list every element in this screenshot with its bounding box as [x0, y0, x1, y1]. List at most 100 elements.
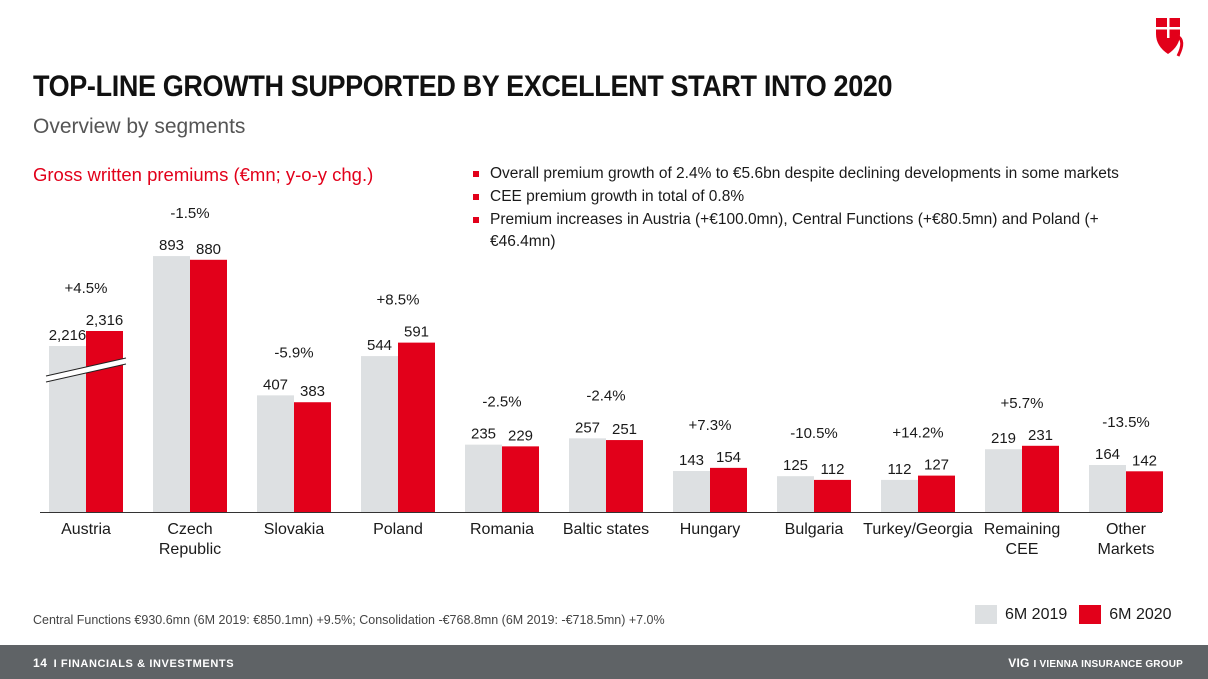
chart-legend: 6M 2019 6M 2020 — [975, 605, 1184, 624]
page-subtitle: Overview by segments — [33, 115, 246, 138]
bar-6m-2019 — [985, 449, 1022, 512]
bar-6m-2020 — [86, 331, 123, 512]
category-label: Austria — [61, 521, 111, 538]
bullet-square-icon — [473, 217, 479, 223]
category-label: Bulgaria — [785, 521, 844, 538]
bar-6m-2020 — [710, 467, 747, 512]
data-label-6m-2020: 127 — [924, 457, 949, 474]
category-label: Slovakia — [264, 521, 325, 538]
footer-section: 14 I FINANCIALS & INVESTMENTS — [33, 656, 234, 670]
legend-item-2019: 6M 2019 — [975, 605, 1067, 624]
legend-swatch-2020 — [1079, 605, 1102, 624]
bar-6m-2020 — [1126, 471, 1163, 512]
page-title: TOP-LINE GROWTH SUPPORTED BY EXCELLENT S… — [33, 70, 893, 103]
category-label: Other — [1106, 521, 1147, 538]
data-label-6m-2019: 2,216 — [49, 327, 87, 344]
data-label-6m-2019: 143 — [679, 452, 704, 469]
bar-6m-2019 — [153, 256, 190, 512]
bar-6m-2020 — [294, 402, 331, 512]
bar-6m-2020 — [190, 259, 227, 512]
bar-6m-2020 — [814, 479, 851, 512]
data-label-6m-2020: 251 — [612, 421, 637, 438]
category-label: Poland — [373, 521, 423, 538]
data-label-6m-2020: 591 — [404, 324, 429, 341]
bar-6m-2020 — [606, 440, 643, 512]
category-label: Republic — [159, 541, 221, 558]
data-label-6m-2019: 112 — [888, 461, 912, 478]
yoy-change-label: -1.5% — [170, 205, 209, 222]
yoy-change-label: +8.5% — [377, 292, 420, 309]
data-label-6m-2019: 407 — [263, 376, 288, 393]
footer-separator: I — [53, 658, 58, 670]
yoy-change-label: +7.3% — [689, 417, 732, 434]
bar-6m-2019 — [1089, 464, 1126, 512]
bar-6m-2019 — [777, 476, 814, 512]
brand-full: VIENNA INSURANCE GROUP — [1039, 659, 1183, 670]
data-label-6m-2020: 2,316 — [86, 312, 124, 329]
vig-shield-logo-icon — [1156, 18, 1184, 57]
yoy-change-label: -2.4% — [586, 387, 625, 404]
category-label: Remaining — [984, 521, 1060, 538]
bullet-square-icon — [473, 194, 479, 200]
bullet-text: Premium increases in Austria (+€100.0mn)… — [490, 211, 1099, 250]
axis-break-line — [45, 363, 127, 383]
data-label-6m-2019: 257 — [575, 419, 600, 436]
data-label-6m-2020: 142 — [1132, 452, 1157, 469]
bar-6m-2019 — [361, 356, 398, 512]
bar-6m-2020 — [502, 446, 539, 512]
brand-short: VIG — [1008, 656, 1030, 670]
category-label: CEE — [1006, 541, 1039, 558]
bar-6m-2019 — [673, 471, 710, 512]
bullet-text: CEE premium growth in total of 0.8% — [490, 188, 745, 205]
data-label-6m-2019: 893 — [159, 237, 184, 254]
bullet-square-icon — [473, 171, 479, 177]
footer-bar: 14 I FINANCIALS & INVESTMENTS VIG I VIENNA… — [0, 645, 1208, 679]
data-label-6m-2020: 231 — [1028, 427, 1053, 444]
yoy-change-label: +14.2% — [892, 425, 943, 442]
legend-label-2020: 6M 2020 — [1109, 605, 1172, 623]
category-label: Turkey/Georgia — [863, 521, 973, 538]
legend-label-2019: 6M 2019 — [1005, 605, 1068, 623]
bullet-item: CEE premium growth in total of 0.8% — [472, 186, 1122, 208]
data-label-6m-2020: 229 — [508, 427, 533, 444]
bullet-item: Overall premium growth of 2.4% to €5.6bn… — [472, 163, 1122, 185]
bar-6m-2019 — [465, 444, 502, 512]
bullet-text: Overall premium growth of 2.4% to €5.6bn… — [490, 165, 1119, 182]
bar-6m-2020 — [1022, 445, 1059, 512]
summary-bullets: Overall premium growth of 2.4% to €5.6bn… — [472, 163, 1122, 254]
bar-6m-2019 — [881, 479, 918, 512]
category-label: Czech — [167, 521, 212, 538]
data-label-6m-2019: 544 — [367, 337, 392, 354]
yoy-change-label: +4.5% — [65, 280, 108, 297]
yoy-change-label: -5.9% — [274, 344, 313, 361]
data-label-6m-2019: 125 — [783, 457, 808, 474]
data-label-6m-2019: 164 — [1095, 446, 1120, 463]
axis-break-gap — [46, 358, 126, 382]
data-label-6m-2020: 880 — [196, 241, 221, 258]
data-label-6m-2019: 219 — [991, 430, 1016, 447]
page-number: 14 — [33, 656, 48, 670]
legend-item-2020: 6M 2020 — [1079, 605, 1172, 624]
data-label-6m-2019: 235 — [471, 426, 496, 443]
bullet-item: Premium increases in Austria (+€100.0mn)… — [472, 209, 1122, 253]
bar-6m-2020 — [398, 342, 435, 512]
axis-break-line — [45, 357, 127, 377]
footer-brand: VIG I VIENNA INSURANCE GROUP — [1008, 656, 1183, 670]
bar-6m-2019 — [569, 438, 606, 512]
data-label-6m-2020: 112 — [821, 461, 845, 478]
footer-separator: I — [1033, 659, 1037, 670]
bar-6m-2020 — [918, 475, 955, 512]
category-label: Markets — [1098, 541, 1155, 558]
yoy-change-label: +5.7% — [1001, 395, 1044, 412]
category-label: Baltic states — [563, 521, 649, 538]
yoy-change-label: -2.5% — [482, 394, 521, 411]
bar-6m-2019 — [257, 395, 294, 512]
yoy-change-label: -10.5% — [790, 425, 838, 442]
footnote: Central Functions €930.6mn (6M 2019: €85… — [33, 613, 665, 627]
yoy-change-label: -13.5% — [1102, 414, 1150, 431]
chart-title: Gross written premiums (€mn; y-o-y chg.) — [33, 164, 374, 185]
category-label: Hungary — [680, 521, 740, 538]
footer-section-label: FINANCIALS & INVESTMENTS — [60, 658, 235, 670]
category-label: Romania — [470, 521, 534, 538]
